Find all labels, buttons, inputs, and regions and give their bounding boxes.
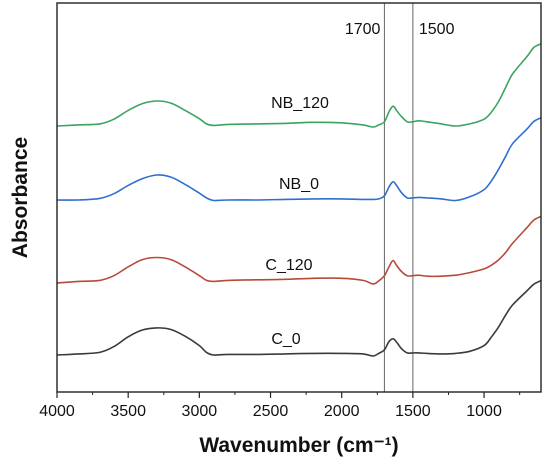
x-tick-label-4000: 4000 — [39, 403, 75, 420]
x-axis-title: Wavenumber (cm⁻¹) — [199, 434, 398, 457]
reference-label-1500: 1500 — [419, 21, 455, 38]
y-axis-title: Absorbance — [9, 137, 32, 258]
series-line-nb-0 — [56, 117, 542, 202]
series-line-c-120 — [56, 215, 542, 285]
x-tick-label-3000: 3000 — [182, 403, 218, 420]
plot-frame — [56, 2, 542, 393]
series-label-c-0: C_0 — [271, 331, 300, 348]
x-tick-label-3500: 3500 — [110, 403, 146, 420]
x-tick-label-2500: 2500 — [253, 403, 289, 420]
reference-label-1700: 1700 — [345, 21, 381, 38]
series-label-c-120: C_120 — [265, 257, 312, 274]
x-tick-label-1000: 1000 — [466, 403, 502, 420]
series-label-nb-0: NB_0 — [279, 176, 319, 193]
reference-lines: 1700 1500 — [345, 3, 455, 392]
series-line-c-0 — [56, 279, 542, 357]
series-line-nb-120 — [56, 43, 542, 128]
x-tick-label-1500: 1500 — [395, 403, 431, 420]
series-layer — [56, 43, 542, 357]
x-axis-ticks: 4000 3500 3000 2500 2000 1500 1000 — [39, 392, 521, 420]
series-labels: NB_120 NB_0 C_120 C_0 — [265, 95, 329, 348]
series-label-nb-120: NB_120 — [271, 95, 329, 112]
x-tick-label-2000: 2000 — [324, 403, 360, 420]
